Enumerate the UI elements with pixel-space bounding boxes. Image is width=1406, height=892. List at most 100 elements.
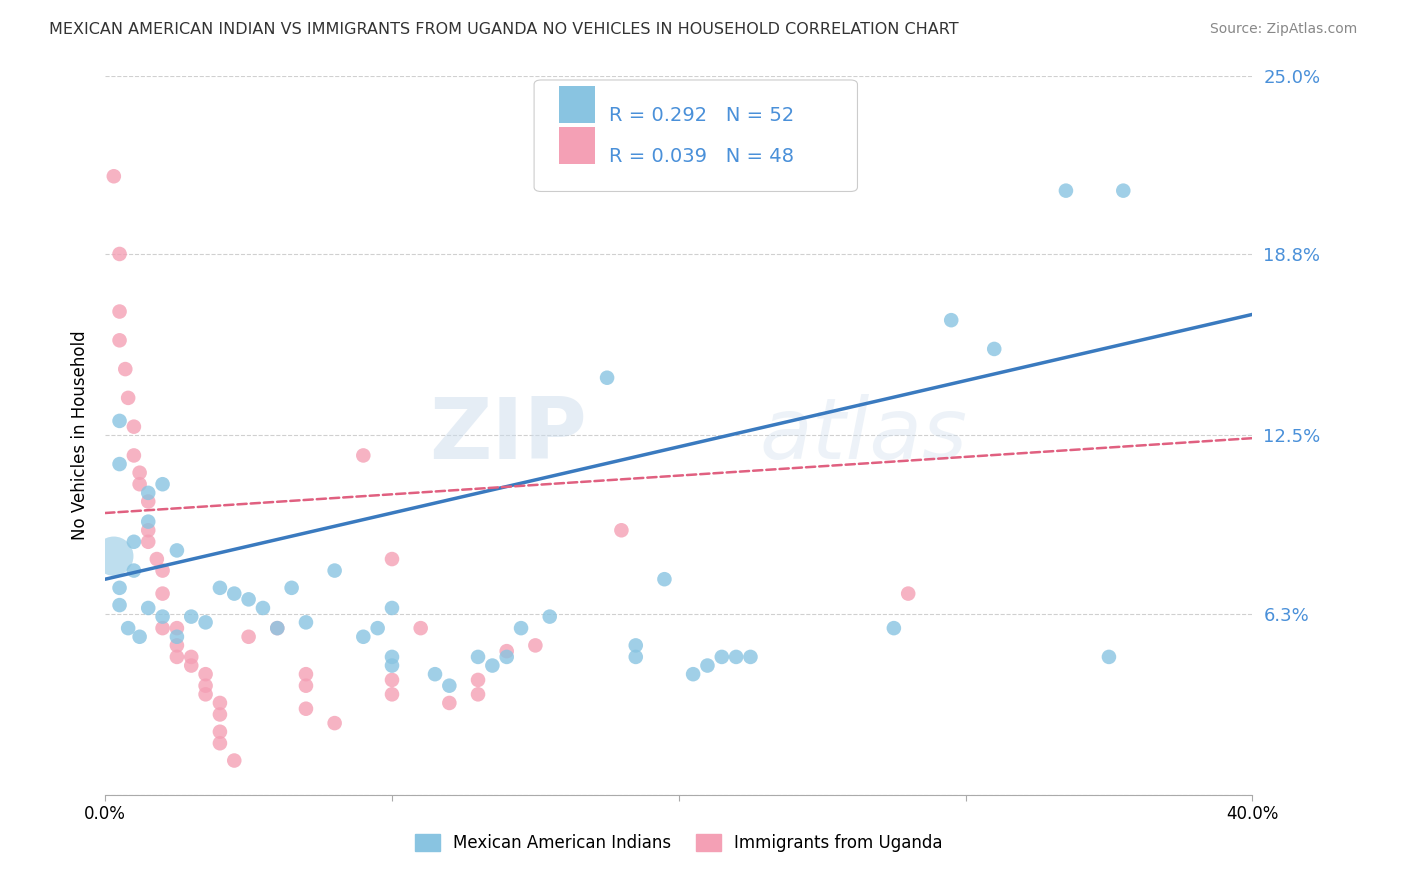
Point: [883, 621, 905, 635]
Point: [194, 687, 217, 701]
Point: [624, 649, 647, 664]
Text: MEXICAN AMERICAN INDIAN VS IMMIGRANTS FROM UGANDA NO VEHICLES IN HOUSEHOLD CORRE: MEXICAN AMERICAN INDIAN VS IMMIGRANTS FR…: [49, 22, 959, 37]
Point: [295, 702, 318, 716]
Point: [381, 658, 404, 673]
Point: [238, 630, 260, 644]
Point: [194, 667, 217, 681]
Point: [983, 342, 1005, 356]
Point: [108, 598, 131, 612]
Point: [323, 564, 346, 578]
Point: [941, 313, 963, 327]
Point: [136, 601, 159, 615]
Point: [323, 716, 346, 731]
Point: [136, 523, 159, 537]
Point: [166, 630, 188, 644]
Point: [108, 457, 131, 471]
Text: ZIP: ZIP: [429, 393, 588, 477]
Point: [381, 649, 404, 664]
Point: [725, 649, 748, 664]
Point: [439, 696, 461, 710]
Point: [710, 649, 733, 664]
Point: [208, 724, 231, 739]
Point: [295, 667, 318, 681]
Point: [136, 486, 159, 500]
Point: [682, 667, 704, 681]
Point: [224, 586, 246, 600]
Point: [1112, 184, 1135, 198]
Point: [180, 649, 202, 664]
Point: [152, 609, 174, 624]
Point: [481, 658, 503, 673]
Point: [467, 687, 489, 701]
Point: [510, 621, 533, 635]
Point: [740, 649, 762, 664]
Point: [136, 534, 159, 549]
Point: [467, 649, 489, 664]
Point: [117, 391, 139, 405]
Text: Source: ZipAtlas.com: Source: ZipAtlas.com: [1209, 22, 1357, 37]
Point: [280, 581, 302, 595]
Point: [108, 247, 131, 261]
Point: [467, 673, 489, 687]
Text: R = 0.292   N = 52: R = 0.292 N = 52: [609, 106, 794, 125]
Point: [152, 477, 174, 491]
Point: [152, 564, 174, 578]
Point: [495, 644, 517, 658]
Point: [194, 679, 217, 693]
Point: [423, 667, 446, 681]
Point: [266, 621, 288, 635]
Point: [103, 169, 125, 184]
Point: [180, 658, 202, 673]
Point: [122, 449, 145, 463]
Point: [128, 466, 150, 480]
Point: [180, 609, 202, 624]
Point: [495, 649, 517, 664]
Point: [409, 621, 432, 635]
Point: [538, 609, 561, 624]
Point: [117, 621, 139, 635]
Point: [295, 615, 318, 630]
Point: [128, 477, 150, 491]
Point: [266, 621, 288, 635]
Point: [381, 552, 404, 566]
Point: [897, 586, 920, 600]
Text: R = 0.039   N = 48: R = 0.039 N = 48: [609, 147, 793, 166]
Point: [208, 736, 231, 750]
Point: [624, 639, 647, 653]
Point: [146, 552, 169, 566]
Point: [108, 334, 131, 348]
Point: [208, 696, 231, 710]
Point: [128, 630, 150, 644]
Point: [166, 543, 188, 558]
Point: [381, 601, 404, 615]
Point: [1098, 649, 1121, 664]
Y-axis label: No Vehicles in Household: No Vehicles in Household: [72, 330, 89, 540]
Point: [194, 615, 217, 630]
Point: [367, 621, 389, 635]
Point: [439, 679, 461, 693]
Point: [610, 523, 633, 537]
Point: [136, 494, 159, 508]
Point: [208, 581, 231, 595]
Point: [103, 549, 125, 564]
Point: [114, 362, 136, 376]
Point: [152, 586, 174, 600]
Point: [696, 658, 718, 673]
Point: [295, 679, 318, 693]
Point: [654, 572, 676, 586]
Point: [166, 639, 188, 653]
Point: [352, 630, 374, 644]
Point: [152, 621, 174, 635]
Point: [352, 449, 374, 463]
Point: [122, 534, 145, 549]
Point: [252, 601, 274, 615]
Point: [381, 673, 404, 687]
Point: [122, 419, 145, 434]
Legend: Mexican American Indians, Immigrants from Uganda: Mexican American Indians, Immigrants fro…: [408, 827, 949, 859]
Point: [136, 515, 159, 529]
Point: [1054, 184, 1077, 198]
Point: [166, 621, 188, 635]
Point: [596, 370, 619, 384]
Point: [524, 639, 547, 653]
Point: [238, 592, 260, 607]
